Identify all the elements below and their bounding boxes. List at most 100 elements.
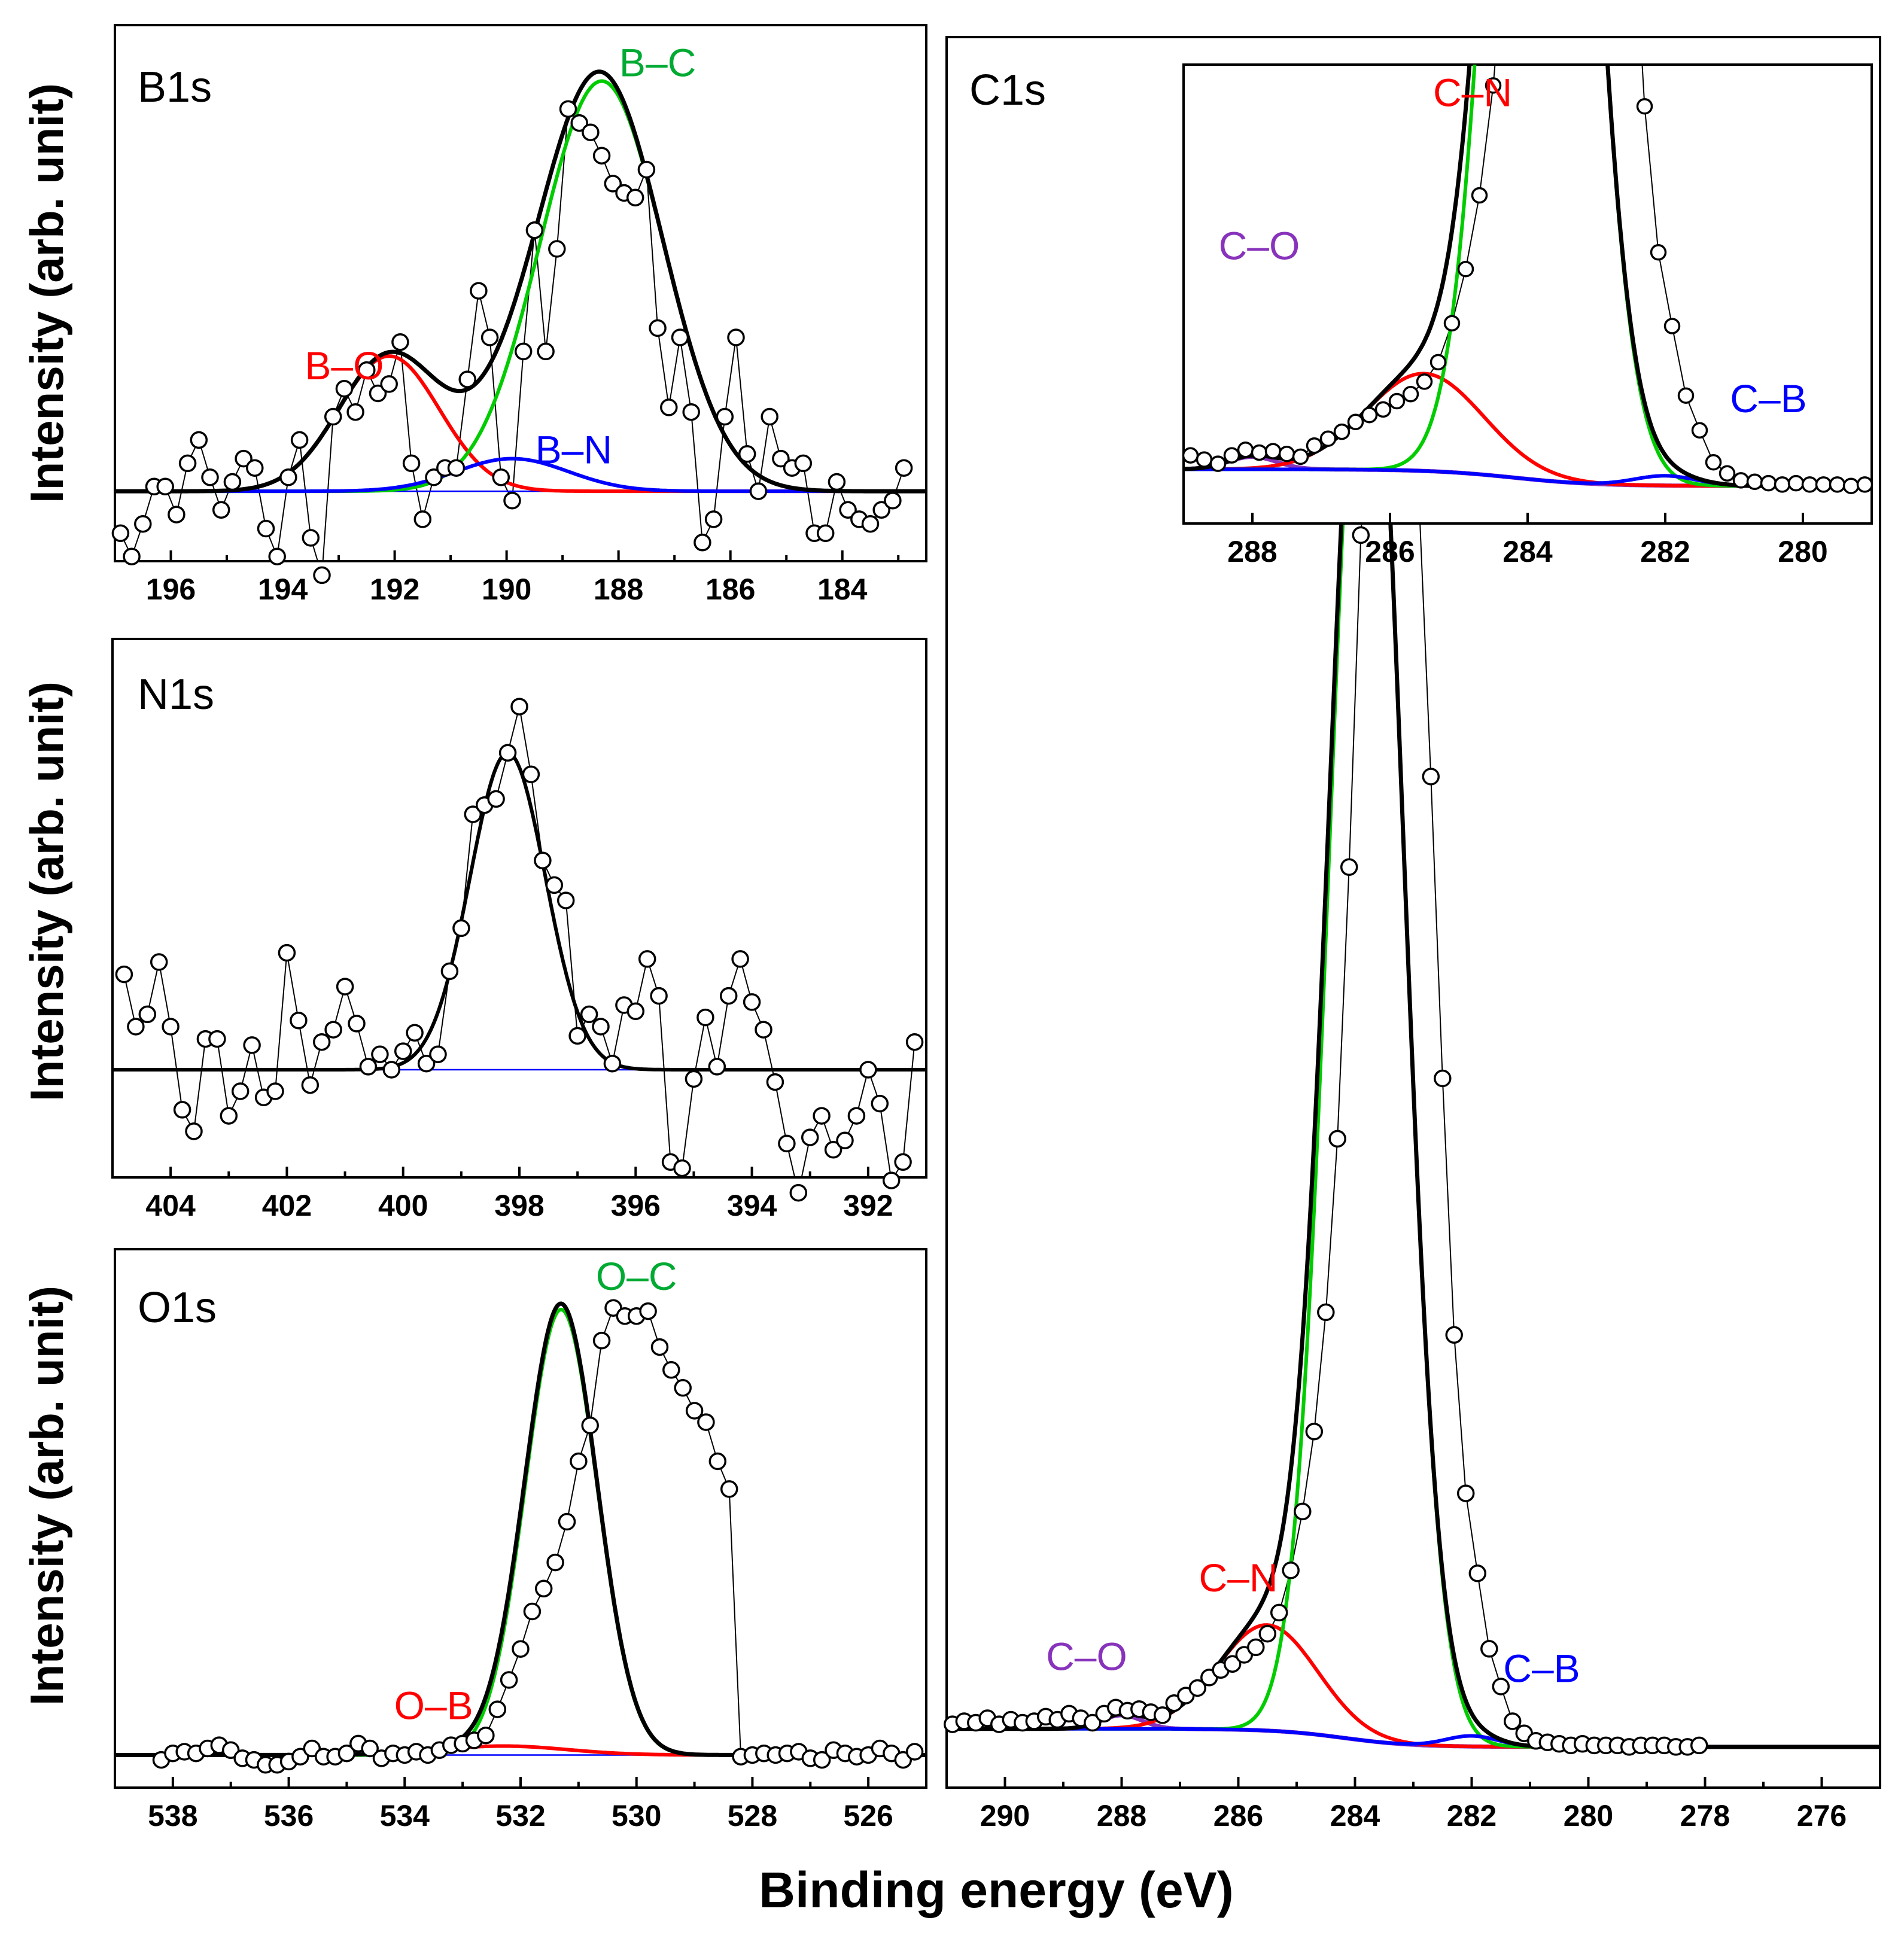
b1s-data-point (134, 515, 152, 533)
n1s-data-point (778, 1134, 796, 1153)
c1s-peak-label: C–N (1199, 1556, 1278, 1600)
o1s-xtick-label: 532 (495, 1799, 545, 1833)
n1s-data-point (592, 1018, 610, 1036)
c1s-data-point (1445, 1326, 1463, 1344)
n1s-data-point (266, 1082, 284, 1100)
b1s-data-point (727, 328, 745, 346)
b1s-data-point (391, 333, 409, 351)
n1s-xtick-label: 396 (611, 1189, 661, 1222)
b1s-data-point (111, 524, 130, 543)
b1s-data-point (637, 160, 656, 179)
n1s-data-point (824, 1140, 842, 1159)
c1s-inset-xtick-label: 280 (1778, 535, 1827, 568)
n1s-xtick-label: 398 (494, 1189, 544, 1222)
n1s-data-point (150, 953, 168, 971)
o1s-data-point (708, 1452, 727, 1471)
n1s-data-connector (123, 706, 915, 1177)
o1s-data-point (720, 1480, 738, 1498)
b1s-data-point (694, 534, 711, 552)
o1s-data-point (500, 1671, 518, 1689)
c1s-data-point (1317, 1303, 1335, 1322)
n1s-component-n (112, 751, 926, 1072)
n1s-xtick-label: 394 (727, 1189, 777, 1222)
n1s-data-point (696, 1008, 714, 1027)
b1s-data-point (212, 501, 230, 519)
n1s-data-point (324, 1021, 342, 1039)
c1s-data-point (1223, 1655, 1242, 1673)
c1s-panel: 290288286284282280278276C1sC–CC=CC–NC–OC… (944, 36, 1881, 1833)
n1s-data-point (231, 1082, 250, 1100)
c1s-xtick-label: 278 (1680, 1799, 1730, 1833)
b1s-data-point (358, 361, 376, 379)
c1s-data-point (1480, 1640, 1498, 1658)
b1s-data-point (592, 147, 611, 165)
o1s-data-point (581, 1416, 599, 1435)
o1s-data-point (592, 1331, 611, 1350)
b1s-data-point (335, 379, 354, 398)
c1s-inset-panel: 288 286 284 282 280 C–O C–N C–B (1182, 63, 1873, 568)
c1s-inset-peak-label: C–N (1433, 71, 1512, 115)
c1s-inset-data-point (1292, 448, 1309, 465)
c1s-xtick-label: 290 (980, 1799, 1030, 1833)
c1s-inset-xtick-label: 288 (1227, 535, 1277, 568)
c1s-data-point (1434, 1069, 1452, 1088)
n1s-data-point (871, 1094, 889, 1113)
n1s-data-point (208, 1030, 226, 1048)
c1s-inset-data-point (1746, 473, 1763, 491)
o1s-xtick-label: 526 (843, 1799, 893, 1833)
n1s-data-point (406, 1024, 424, 1042)
n1s-data-point (603, 1054, 622, 1073)
n1s-data-point (801, 1128, 819, 1146)
b1s-xtick-label: 190 (482, 573, 531, 606)
n1s-data-point (894, 1153, 912, 1171)
n1s-xtick-label: 400 (378, 1189, 428, 1222)
b1s-data-point (458, 370, 476, 388)
n1s-data-point (568, 1027, 586, 1045)
c1s-xtick-label: 286 (1213, 1799, 1263, 1833)
c1s-inset-peak-label: C–B (1730, 376, 1806, 421)
b1s-data-point (816, 524, 835, 543)
c1s-data-point (1282, 1561, 1300, 1579)
c1s-data-point (1352, 526, 1370, 544)
c1s-inset-data-point (1856, 476, 1873, 493)
b1s-data-point (548, 240, 566, 258)
c1s-data-point (1270, 1603, 1288, 1622)
n1s-data-point (905, 1033, 924, 1051)
o1s-data-point (558, 1512, 576, 1531)
c1s-inset-data-point (1374, 401, 1392, 418)
b1s-data-point (492, 468, 510, 486)
c1s-inset-data-point (1361, 406, 1378, 424)
c1s-inset-data-point (1416, 373, 1433, 390)
b1s-data-point (537, 342, 555, 361)
n1s-data-point (278, 943, 296, 962)
c1s-inset-data-point (1333, 423, 1351, 440)
b1s-data-point (671, 328, 689, 346)
c1s-inset-data-point (1443, 315, 1461, 332)
b1s-data-point (346, 403, 364, 421)
o1s-xtick-label: 534 (380, 1799, 430, 1833)
b1s-data-point (447, 459, 466, 477)
n1s-data-point (638, 950, 656, 968)
c1s-inset-data-point (1787, 474, 1805, 492)
n1s-title: N1s (138, 671, 214, 719)
c1s-inset-data-point (1457, 260, 1474, 278)
b1s-data-point (559, 100, 577, 118)
c1s-data-point (1188, 1679, 1207, 1697)
c1s-inset-data-point (1319, 430, 1337, 447)
c1s-xtick-label: 276 (1797, 1799, 1847, 1833)
n1s-data-point (312, 1033, 331, 1051)
c1s-inset-data-point (1278, 446, 1295, 462)
b1s-data-point (704, 510, 723, 528)
c1s-inset-data-point (1485, 77, 1502, 94)
b1s-xtick-label: 192 (370, 573, 419, 606)
b1s-data-point (324, 407, 342, 426)
o1s-data-point (291, 1748, 309, 1766)
o1s-peak-label: O–C (596, 1254, 677, 1298)
b1s-data-point (369, 384, 387, 403)
c1s-data-point (1305, 1422, 1324, 1441)
n1s-data-point (115, 965, 133, 984)
n1s-data-point (382, 1061, 401, 1079)
c1s-inset-data-point (1829, 476, 1846, 493)
b1s-data-point (178, 454, 197, 473)
n1s-data-point (534, 851, 552, 870)
